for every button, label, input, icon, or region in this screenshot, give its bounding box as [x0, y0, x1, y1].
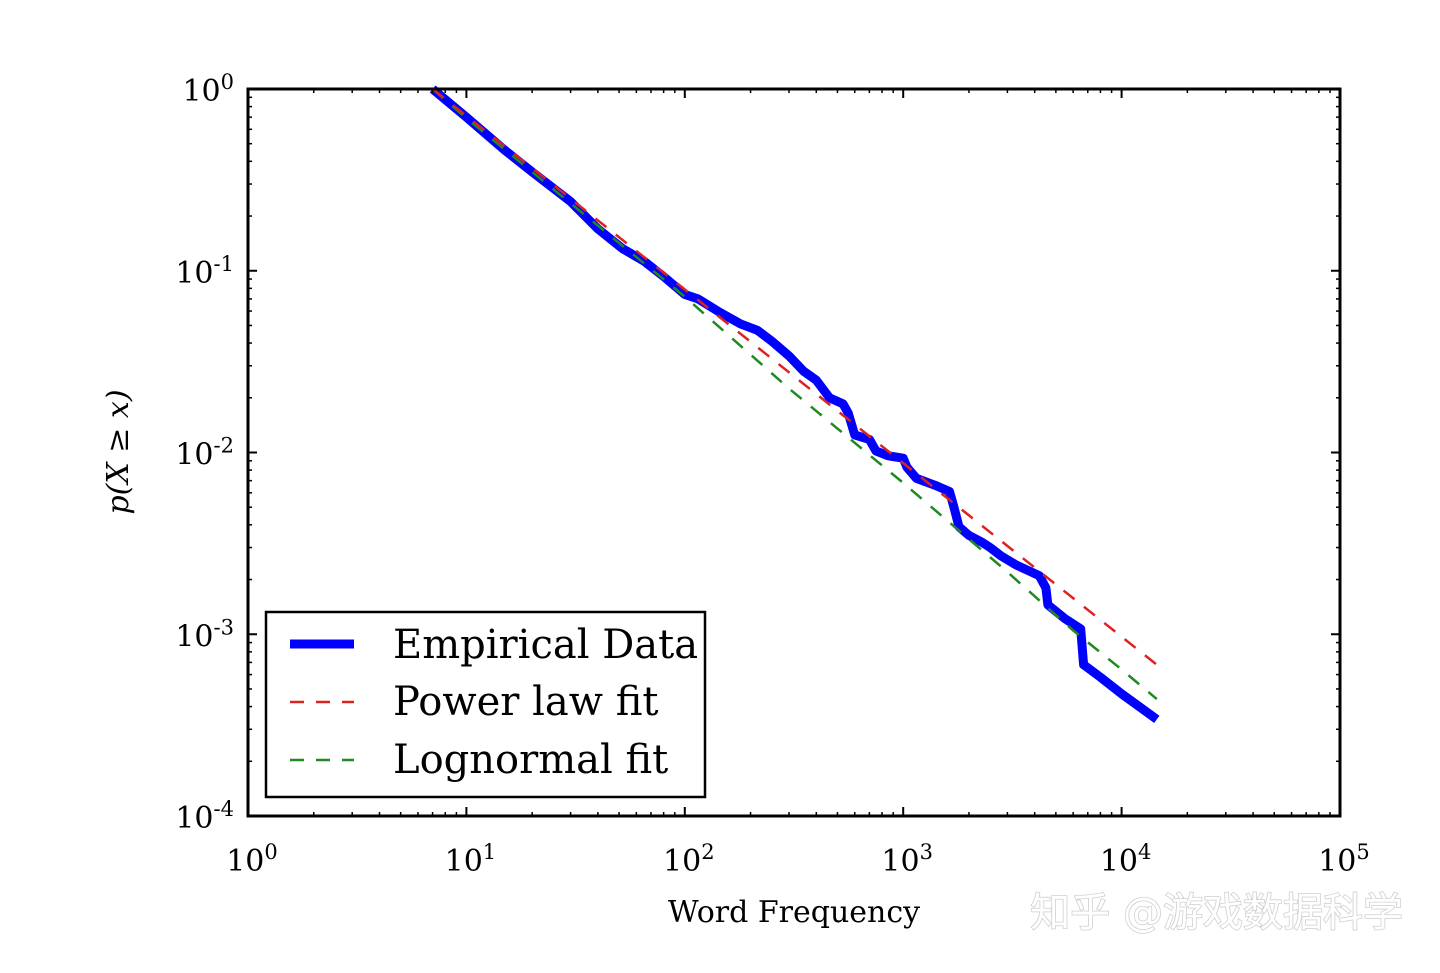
y-axis-title: p(X ≥ x) [101, 389, 136, 514]
legend-label-lognormal: Lognormal fit [393, 737, 668, 783]
y-tick-label: 100 [182, 70, 234, 109]
y-tick-label: 10-3 [175, 615, 234, 654]
ticks-layer [247, 88, 1341, 817]
series-line-lognormal-fit [431, 88, 1158, 701]
x-tick-label: 104 [1100, 840, 1152, 879]
legend-label-power-law: Power law fit [393, 679, 658, 725]
tick-labels-layer: 100 101 102 103 104 105 100 10-1 10-2 10-3 10-4 [175, 70, 1369, 879]
x-tick-label: 103 [881, 840, 933, 879]
x-tick-label: 102 [663, 840, 715, 879]
legend-label-empirical: Empirical Data [393, 622, 698, 668]
legend: Empirical Data Power law fit Lognormal f… [264, 610, 707, 799]
x-axis-title: Word Frequency [668, 895, 920, 930]
series-layer [429, 85, 1160, 724]
x-tick-label: 101 [445, 840, 497, 879]
y-tick-label: 10-4 [175, 797, 234, 836]
y-tick-label: 10-1 [175, 252, 234, 291]
x-tick-label: 105 [1318, 840, 1370, 879]
series-line-empirical-data [429, 85, 1160, 724]
watermark: 知乎 @游戏数据科学 [1030, 890, 1403, 936]
x-tick-label: 100 [226, 840, 278, 879]
y-tick-label: 10-2 [175, 434, 234, 473]
